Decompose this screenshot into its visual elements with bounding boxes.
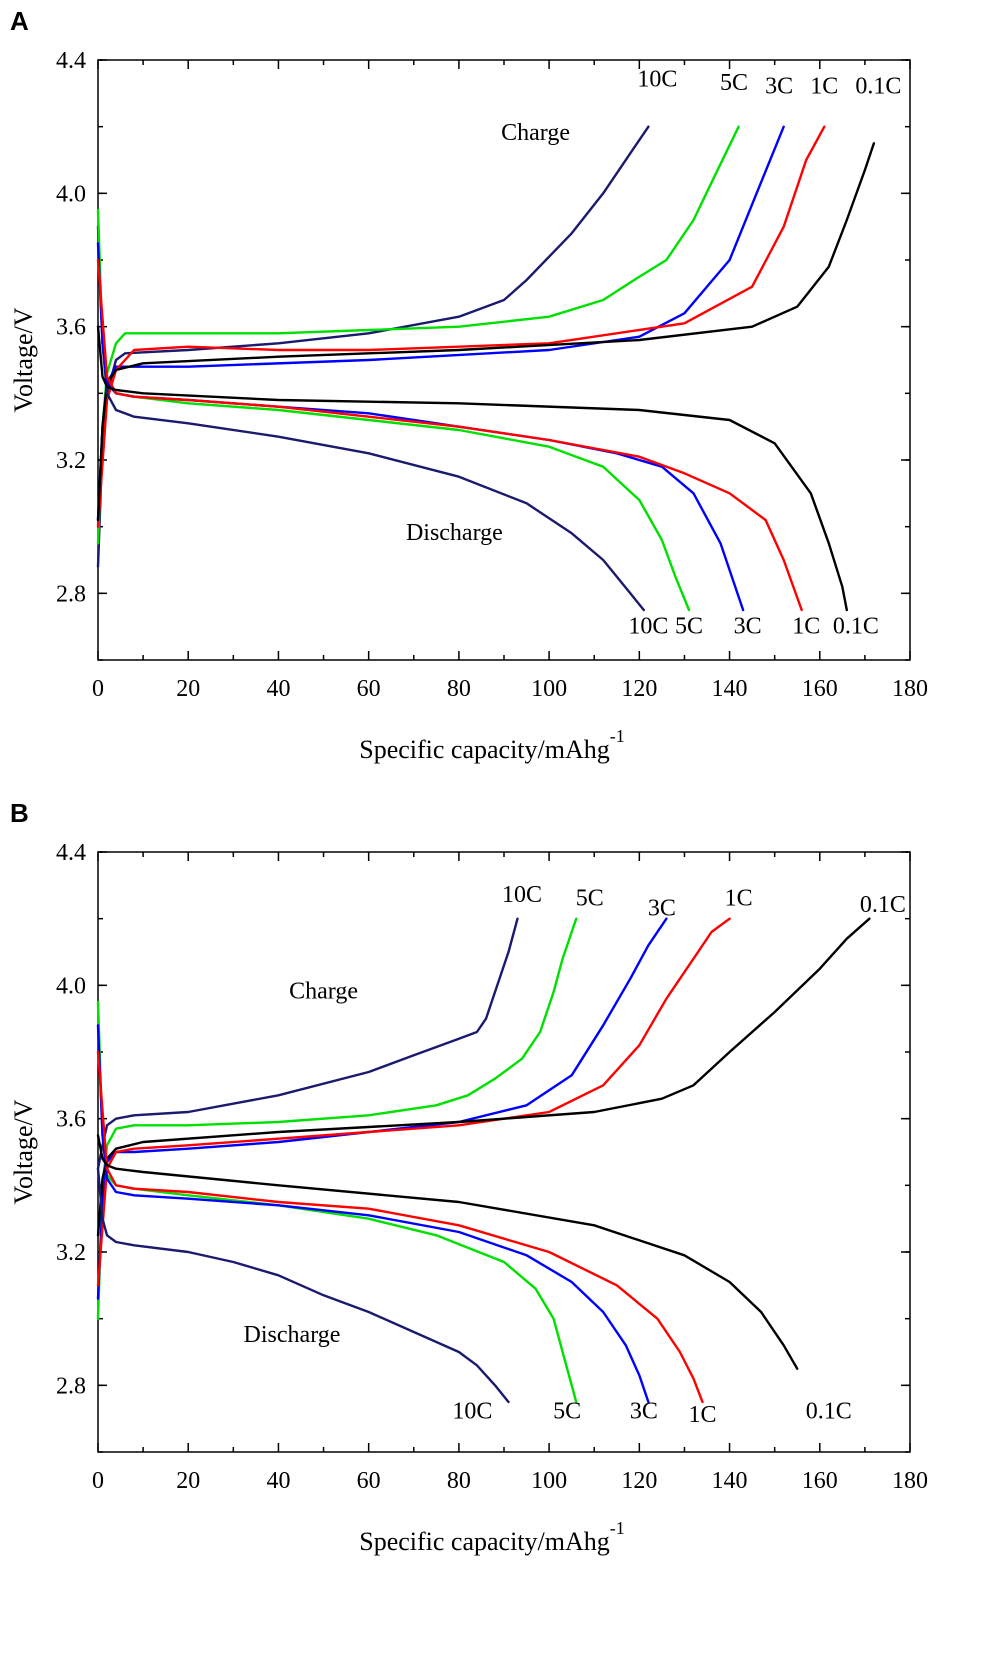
x-tick-label: 140 bbox=[712, 676, 748, 702]
x-axis-title: Specific capacity/mAhg-1 bbox=[359, 1518, 625, 1556]
y-tick-label: 3.6 bbox=[56, 315, 86, 341]
charge-rate-label: 3C bbox=[765, 73, 793, 99]
x-axis-title-superscript: -1 bbox=[610, 1518, 625, 1538]
series-discharge-10c bbox=[96, 1167, 510, 1404]
panel-letter: A bbox=[10, 6, 29, 36]
discharge-rate-label: 0.1C bbox=[806, 1399, 852, 1425]
discharge-rate-label: 5C bbox=[675, 613, 703, 639]
x-tick-label: 20 bbox=[176, 1468, 200, 1494]
x-tick-label: 60 bbox=[357, 676, 381, 702]
x-axis-title: Specific capacity/mAhg-1 bbox=[359, 726, 625, 764]
series-discharge-5c bbox=[96, 208, 691, 612]
discharge-rate-label: 1C bbox=[792, 613, 820, 639]
y-tick-label: 3.6 bbox=[56, 1107, 86, 1133]
annotation-charge: Charge bbox=[501, 120, 570, 146]
series-discharge-3c bbox=[96, 1024, 650, 1404]
x-tick-label: 80 bbox=[447, 676, 471, 702]
series-charge-5c bbox=[96, 125, 740, 545]
x-tick-label: 0 bbox=[92, 676, 104, 702]
x-tick-label: 100 bbox=[531, 1468, 567, 1494]
y-tick-label: 4.4 bbox=[56, 48, 86, 74]
y-tick-label: 3.2 bbox=[56, 1240, 86, 1266]
x-axis-title-text: Specific capacity/mAhg bbox=[359, 735, 610, 764]
x-tick-label: 120 bbox=[621, 1468, 657, 1494]
series-charge-3c bbox=[96, 917, 668, 1300]
x-tick-label: 100 bbox=[531, 676, 567, 702]
charge-rate-label: 1C bbox=[725, 885, 753, 911]
y-axis-title: Voltage/V bbox=[9, 307, 38, 412]
series-charge-10c bbox=[96, 917, 519, 1170]
series-discharge-10c bbox=[96, 225, 645, 612]
x-tick-label: 40 bbox=[266, 1468, 290, 1494]
panel-letter: B bbox=[10, 798, 29, 828]
series-discharge-1c bbox=[96, 1050, 704, 1404]
series-discharge-0-1c bbox=[96, 1134, 799, 1370]
charge-rate-label: 5C bbox=[720, 70, 748, 96]
charge-rate-label: 5C bbox=[576, 885, 604, 911]
y-tick-label: 4.0 bbox=[56, 973, 86, 999]
series-charge-1c bbox=[96, 917, 731, 1287]
series-charge-0-1c bbox=[96, 142, 876, 522]
charge-rate-label: 10C bbox=[637, 67, 677, 93]
discharge-rate-label: 3C bbox=[734, 613, 762, 639]
discharge-rate-label: 5C bbox=[553, 1399, 581, 1425]
x-tick-label: 20 bbox=[176, 676, 200, 702]
series-discharge-1c bbox=[96, 258, 803, 612]
x-tick-label: 60 bbox=[357, 1468, 381, 1494]
x-axis-title-superscript: -1 bbox=[610, 726, 625, 746]
x-tick-label: 180 bbox=[892, 1468, 928, 1494]
x-tick-label: 40 bbox=[266, 676, 290, 702]
series-discharge-5c bbox=[96, 1000, 578, 1404]
x-tick-label: 120 bbox=[621, 676, 657, 702]
discharge-rate-label: 0.1C bbox=[833, 613, 879, 639]
x-tick-label: 140 bbox=[712, 1468, 748, 1494]
charge-rate-label: 0.1C bbox=[860, 892, 906, 918]
panel-a: A 0 20 40 60 80 100 120 140 160 180 2.8 3.2 3.6 4.0 4.4… bbox=[9, 6, 928, 764]
x-tick-label: 0 bbox=[92, 1468, 104, 1494]
annotation-discharge: Discharge bbox=[406, 520, 503, 546]
y-tick-label: 2.8 bbox=[56, 1373, 86, 1399]
discharge-rate-label: 10C bbox=[628, 613, 668, 639]
y-tick-label: 4.0 bbox=[56, 181, 86, 207]
x-tick-label: 180 bbox=[892, 676, 928, 702]
y-axis-title: Voltage/V bbox=[9, 1099, 38, 1204]
x-tick-label: 80 bbox=[447, 1468, 471, 1494]
x-tick-label: 160 bbox=[802, 1468, 838, 1494]
annotation-discharge: Discharge bbox=[244, 1322, 341, 1348]
panel-b: B 0 20 40 60 80 100 120 140 160 180 2.8 3.2 3.6 4.0 4.4… bbox=[9, 798, 928, 1556]
y-tick-label: 4.4 bbox=[56, 840, 86, 866]
discharge-rate-label: 10C bbox=[452, 1399, 492, 1425]
charge-rate-label: 1C bbox=[810, 73, 838, 99]
discharge-rate-label: 1C bbox=[688, 1402, 716, 1428]
charge-rate-label: 0.1C bbox=[855, 73, 901, 99]
charge-rate-label: 3C bbox=[648, 895, 676, 921]
x-axis-title-text: Specific capacity/mAhg bbox=[359, 1527, 610, 1556]
y-tick-label: 3.2 bbox=[56, 448, 86, 474]
series-charge-5c bbox=[96, 917, 578, 1320]
plot-frame bbox=[97, 851, 911, 1453]
series-charge-0-1c bbox=[96, 917, 871, 1237]
discharge-rate-label: 3C bbox=[630, 1399, 658, 1425]
charge-rate-label: 10C bbox=[502, 882, 542, 908]
y-tick-label: 2.8 bbox=[56, 581, 86, 607]
series-discharge-0-1c bbox=[96, 325, 848, 612]
x-tick-label: 160 bbox=[802, 676, 838, 702]
annotation-charge: Charge bbox=[289, 979, 358, 1005]
